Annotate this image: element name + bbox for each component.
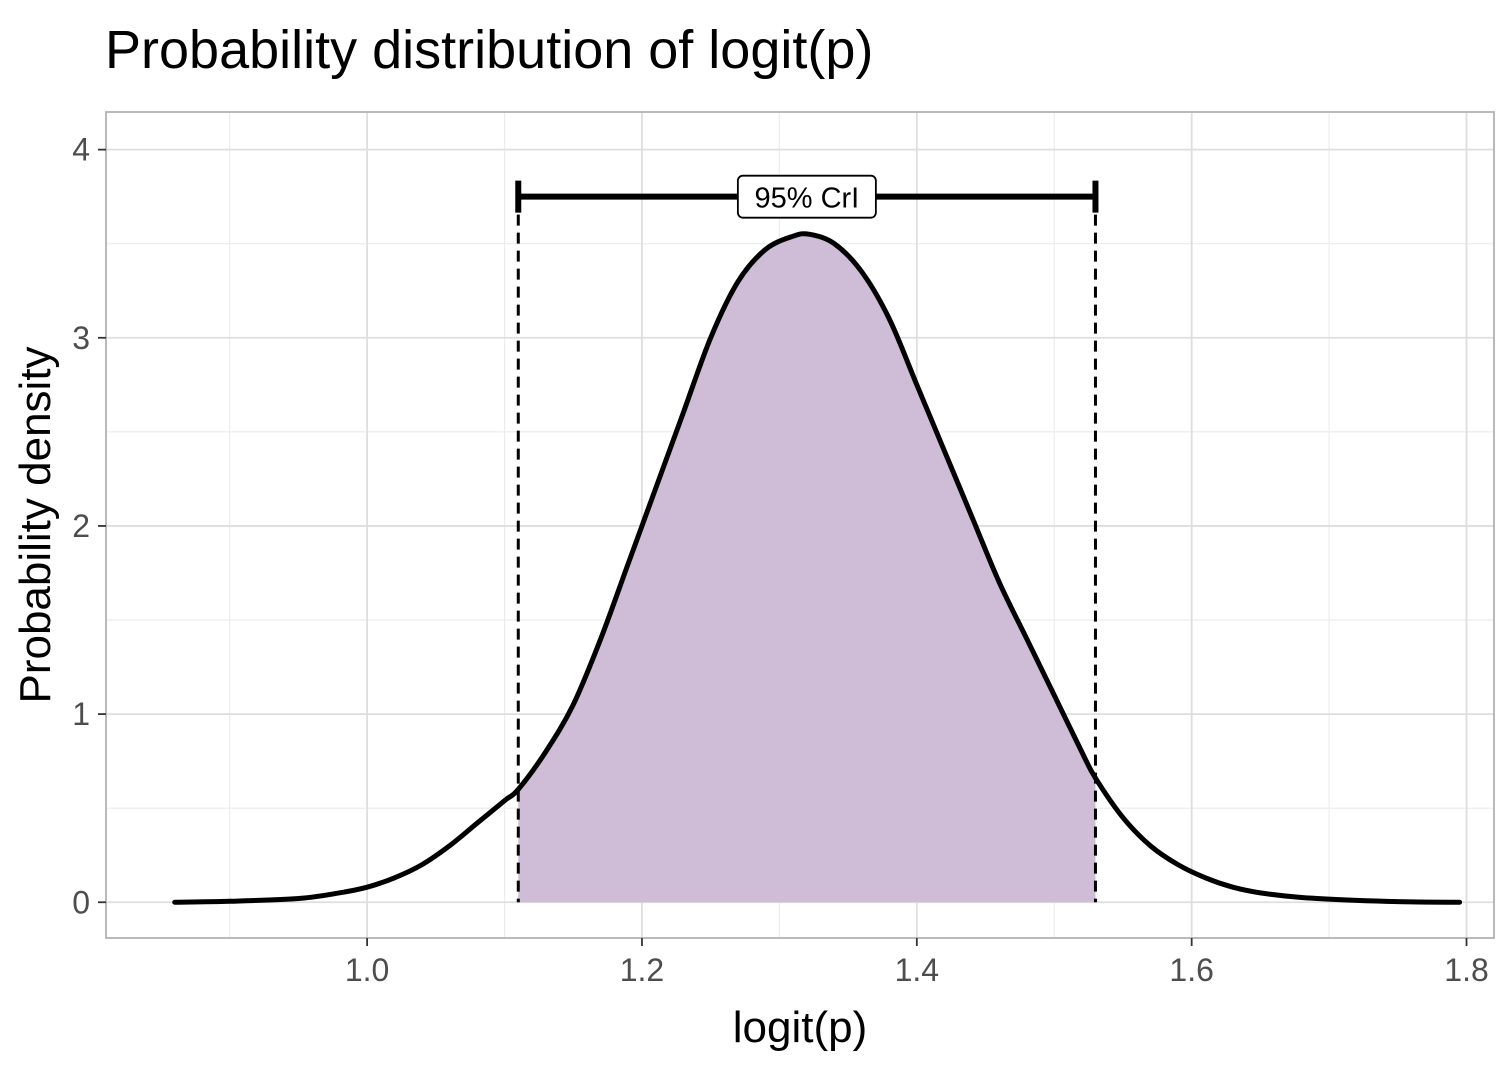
chart-title: Probability distribution of logit(p) <box>105 20 873 80</box>
x-tick-label: 1.4 <box>895 952 939 988</box>
y-tick-label: 1 <box>72 696 90 732</box>
ci-label: 95% CrI <box>754 183 859 215</box>
x-axis-title: logit(p) <box>733 1003 868 1052</box>
ci-label-box <box>736 174 877 219</box>
y-tick-label: 0 <box>72 884 90 920</box>
x-tick-label: 1.0 <box>345 952 389 988</box>
panel-border <box>105 111 1495 939</box>
x-tick-label: 1.6 <box>1169 952 1213 988</box>
y-tick-label: 2 <box>72 508 90 544</box>
x-tick-label: 1.8 <box>1444 952 1488 988</box>
y-tick-label: 3 <box>72 320 90 356</box>
y-axis-title: Probability density <box>11 346 60 703</box>
x-axis: 1.0 1.2 1.4 1.6 1.8 <box>345 938 1489 988</box>
credible-interval-fill <box>518 234 1096 903</box>
x-tick-label: 1.2 <box>620 952 664 988</box>
density-curve <box>172 231 1463 905</box>
y-tick-label: 4 <box>72 132 90 168</box>
y-axis: 0 1 2 3 4 <box>72 132 106 920</box>
